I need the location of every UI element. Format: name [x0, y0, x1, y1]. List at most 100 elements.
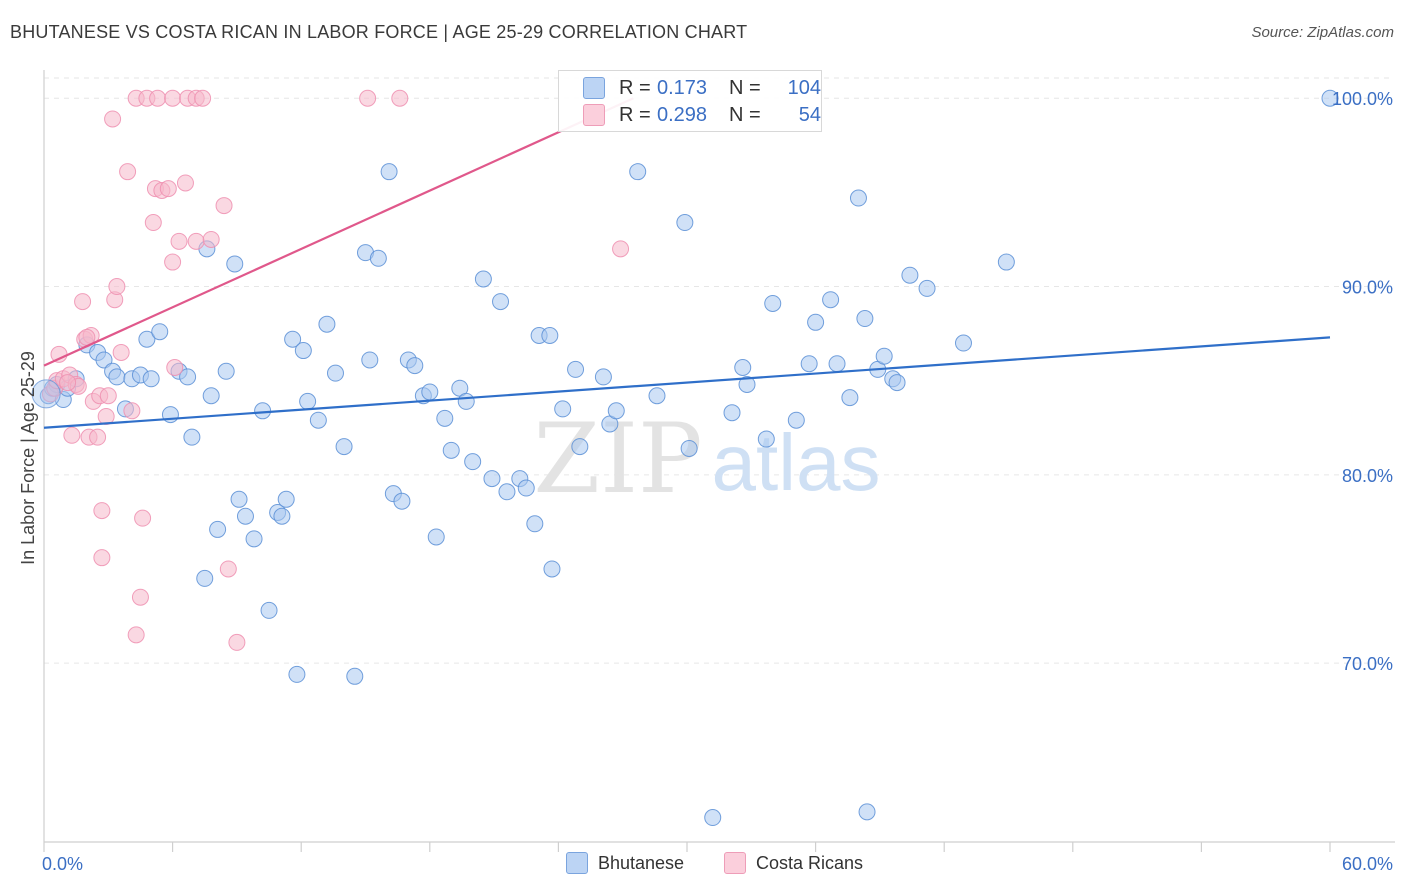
watermark-zip: ZIP	[533, 403, 702, 515]
costa-rican-point	[99, 387, 117, 405]
bhutanese-trend-line	[43, 336, 1331, 429]
costa-rican-point	[93, 502, 111, 520]
bhutanese-point	[723, 404, 741, 422]
bhutanese-point	[361, 351, 379, 369]
costa-rican-point	[164, 89, 182, 107]
bhutanese-point	[888, 374, 906, 392]
costa-rican-point	[612, 240, 630, 258]
bhutanese-point	[474, 270, 492, 288]
bhutanese-point	[464, 453, 482, 471]
bhutanese-point	[209, 520, 227, 538]
series-legend: Bhutanese Costa Ricans	[0, 852, 1406, 878]
legend-n-label: N =	[729, 76, 761, 99]
axes	[43, 70, 1395, 852]
bhutanese-point	[594, 368, 612, 386]
bhutanese-point	[421, 383, 439, 401]
costa-rican-point	[219, 560, 237, 578]
bhutanese-point	[436, 409, 454, 427]
bhutanese-point	[629, 163, 647, 181]
bhutanese-point	[492, 293, 510, 311]
bhutanese-point	[284, 330, 302, 348]
bhutanese-point	[997, 253, 1015, 271]
source-label: Source: ZipAtlas.com	[1251, 24, 1394, 41]
bhutanese-point	[151, 323, 169, 341]
costa-rican-point	[202, 230, 220, 248]
chart-title: BHUTANESE VS COSTA RICAN IN LABOR FORCE …	[10, 22, 748, 42]
bhutanese-point	[346, 667, 364, 685]
legend-swatch-bhutanese	[583, 77, 605, 99]
bhutanese-point	[875, 347, 893, 365]
bhutanese-point	[335, 438, 353, 456]
bhutanese-point	[822, 291, 840, 309]
bhutanese-point	[648, 387, 666, 405]
legend-r-value: 0.298	[657, 103, 708, 126]
bhutanese-point	[734, 359, 752, 377]
costa-rican-point	[74, 293, 92, 311]
bhutanese-point	[326, 364, 344, 382]
bhutanese-point	[517, 479, 535, 497]
bhutanese-point	[406, 357, 424, 375]
bhutanese-point	[901, 266, 919, 284]
costa-rican-point	[187, 232, 205, 250]
bhutanese-point	[567, 360, 585, 378]
costa-rican-point	[359, 89, 377, 107]
costa-rican-point	[112, 343, 130, 361]
costa-rican-point	[228, 633, 246, 651]
bhutanese-point	[918, 279, 936, 297]
costa-rican-point	[194, 89, 212, 107]
bhutanese-point	[764, 294, 782, 312]
bhutanese-point	[288, 665, 306, 683]
bhutanese-point	[369, 249, 387, 267]
bhutanese-point	[226, 255, 244, 273]
bhutanese-point	[442, 441, 460, 459]
bhutanese-point	[142, 370, 160, 388]
bhutanese-point	[541, 326, 559, 344]
bhutanese-point	[277, 490, 295, 508]
bhutanese-point	[217, 362, 235, 380]
tick-labels: 70.0% 80.0% 90.0% 100.0% 0.0% 60.0%	[42, 89, 1393, 874]
bhutanese-point	[554, 400, 572, 418]
costa-rican-point	[144, 214, 162, 232]
costa-rican-point	[149, 89, 167, 107]
bhutanese-point	[236, 507, 254, 525]
trend-lines	[43, 97, 1331, 429]
x-tick-label: 60.0%	[1342, 854, 1393, 874]
legend-swatch-costa-ricans	[583, 104, 605, 126]
costa-rican-point	[131, 588, 149, 606]
bhutanese-point	[807, 313, 825, 331]
bhutanese-point	[196, 569, 214, 587]
bhutanese-point	[526, 515, 544, 533]
bhutanese-point	[254, 402, 272, 420]
bhutanese-point	[954, 334, 972, 352]
legend-row-costa-ricans: R = 0.298 N = 54	[583, 102, 821, 128]
grid-lines	[44, 77, 1390, 664]
bhutanese-point	[299, 392, 317, 410]
costa-rican-point	[127, 626, 145, 644]
bhutanese-point	[230, 490, 248, 508]
bhutanese-point	[704, 809, 722, 827]
y-axis-label: In Labor Force | Age 25-29	[18, 351, 38, 565]
legend-label-bhutanese: Bhutanese	[598, 852, 685, 873]
legend-label-costa-ricans: Costa Ricans	[756, 852, 864, 873]
legend-item-bhutanese: Bhutanese	[566, 852, 684, 874]
bhutanese-point	[393, 492, 411, 510]
correlation-legend: R = 0.173 N = 104 R = 0.298 N = 54	[558, 70, 822, 132]
bhutanese-point	[318, 315, 336, 333]
costa-rican-point	[104, 110, 122, 128]
legend-r-label: R =	[619, 103, 651, 126]
bhutanese-point	[676, 214, 694, 232]
bhutanese-point	[787, 411, 805, 429]
bhutanese-point	[202, 387, 220, 405]
legend-n-label: N =	[729, 103, 761, 126]
x-tick-label: 0.0%	[42, 854, 83, 874]
data-points	[31, 89, 1339, 827]
bhutanese-point	[427, 528, 445, 546]
legend-item-costa-ricans: Costa Ricans	[724, 852, 863, 874]
legend-swatch-costa-ricans	[724, 852, 746, 874]
costa-rican-point	[170, 232, 188, 250]
bhutanese-point	[738, 375, 756, 393]
costa-rican-point	[59, 374, 77, 392]
costa-rican-point	[176, 174, 194, 192]
costa-rican-point	[108, 278, 126, 296]
